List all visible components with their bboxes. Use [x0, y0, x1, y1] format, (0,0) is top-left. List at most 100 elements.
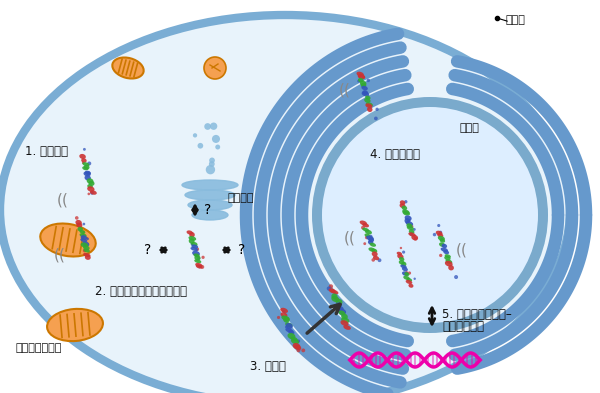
- Ellipse shape: [371, 258, 375, 262]
- Ellipse shape: [280, 308, 288, 313]
- Ellipse shape: [397, 252, 402, 255]
- Text: 1. 高移動性: 1. 高移動性: [25, 145, 68, 158]
- Ellipse shape: [193, 133, 197, 138]
- Ellipse shape: [413, 237, 418, 241]
- Ellipse shape: [80, 230, 85, 234]
- Ellipse shape: [362, 76, 365, 79]
- Ellipse shape: [400, 203, 406, 208]
- Ellipse shape: [412, 235, 418, 241]
- Ellipse shape: [86, 238, 89, 240]
- Ellipse shape: [334, 305, 337, 308]
- Ellipse shape: [364, 233, 370, 237]
- Ellipse shape: [296, 349, 301, 352]
- Ellipse shape: [410, 232, 413, 235]
- Ellipse shape: [402, 251, 405, 254]
- Ellipse shape: [288, 330, 295, 334]
- Ellipse shape: [361, 86, 368, 90]
- Ellipse shape: [188, 236, 196, 241]
- Ellipse shape: [86, 178, 94, 184]
- Ellipse shape: [287, 333, 295, 339]
- Ellipse shape: [210, 123, 217, 130]
- Ellipse shape: [81, 235, 85, 239]
- Ellipse shape: [185, 190, 235, 200]
- Ellipse shape: [400, 247, 402, 249]
- Text: ?: ?: [238, 243, 245, 257]
- Text: (: (: [59, 248, 65, 263]
- Text: (: (: [57, 193, 63, 208]
- Ellipse shape: [402, 209, 410, 214]
- Ellipse shape: [403, 276, 410, 280]
- Ellipse shape: [413, 277, 416, 280]
- Ellipse shape: [286, 323, 293, 329]
- Ellipse shape: [90, 191, 94, 195]
- Text: (: (: [339, 83, 345, 97]
- Ellipse shape: [282, 310, 285, 313]
- Ellipse shape: [83, 248, 90, 252]
- Ellipse shape: [401, 262, 406, 266]
- Ellipse shape: [377, 258, 382, 262]
- Ellipse shape: [88, 162, 91, 165]
- Ellipse shape: [331, 290, 338, 294]
- Ellipse shape: [196, 264, 203, 268]
- Ellipse shape: [293, 343, 301, 349]
- Ellipse shape: [360, 81, 367, 86]
- Ellipse shape: [215, 145, 220, 149]
- Text: (: (: [461, 242, 467, 257]
- Ellipse shape: [439, 254, 442, 257]
- Ellipse shape: [322, 107, 538, 323]
- Ellipse shape: [409, 230, 415, 234]
- Ellipse shape: [363, 242, 366, 245]
- Ellipse shape: [187, 230, 193, 235]
- Ellipse shape: [85, 171, 91, 175]
- Text: 2. 細胞小器官との相互作用: 2. 細胞小器官との相互作用: [95, 285, 187, 298]
- Ellipse shape: [438, 236, 445, 241]
- Ellipse shape: [86, 237, 88, 240]
- Ellipse shape: [47, 309, 103, 341]
- Ellipse shape: [440, 248, 448, 252]
- Ellipse shape: [362, 92, 369, 97]
- Ellipse shape: [112, 57, 143, 79]
- Ellipse shape: [361, 83, 367, 88]
- Ellipse shape: [82, 162, 85, 164]
- Ellipse shape: [356, 72, 364, 77]
- Ellipse shape: [285, 326, 288, 329]
- Text: (: (: [62, 193, 68, 208]
- Ellipse shape: [76, 220, 82, 225]
- Ellipse shape: [407, 226, 414, 230]
- Ellipse shape: [281, 316, 290, 321]
- Ellipse shape: [277, 316, 280, 319]
- Ellipse shape: [204, 57, 226, 79]
- Ellipse shape: [191, 242, 197, 246]
- Ellipse shape: [341, 314, 348, 320]
- Ellipse shape: [408, 272, 411, 275]
- Ellipse shape: [406, 280, 412, 284]
- Ellipse shape: [365, 236, 368, 239]
- Ellipse shape: [200, 265, 204, 269]
- Ellipse shape: [338, 310, 345, 315]
- Ellipse shape: [365, 230, 372, 234]
- Ellipse shape: [365, 95, 371, 99]
- Ellipse shape: [440, 239, 445, 243]
- Ellipse shape: [439, 242, 445, 247]
- Ellipse shape: [204, 123, 211, 130]
- Ellipse shape: [368, 240, 373, 244]
- Ellipse shape: [399, 257, 404, 261]
- Ellipse shape: [402, 271, 408, 276]
- Ellipse shape: [80, 238, 88, 242]
- Ellipse shape: [212, 135, 220, 143]
- Ellipse shape: [365, 103, 373, 108]
- Ellipse shape: [433, 233, 436, 236]
- Text: ミトコンドリア: ミトコンドリア: [15, 343, 61, 353]
- Ellipse shape: [80, 242, 88, 248]
- Ellipse shape: [334, 297, 338, 300]
- Ellipse shape: [197, 257, 200, 260]
- Ellipse shape: [286, 328, 293, 333]
- Ellipse shape: [191, 244, 198, 248]
- Text: 小胞体: 小胞体: [460, 123, 480, 133]
- Ellipse shape: [327, 286, 331, 291]
- Ellipse shape: [192, 251, 200, 256]
- Ellipse shape: [407, 219, 411, 222]
- Ellipse shape: [88, 181, 95, 186]
- Ellipse shape: [401, 206, 407, 210]
- Ellipse shape: [358, 78, 364, 83]
